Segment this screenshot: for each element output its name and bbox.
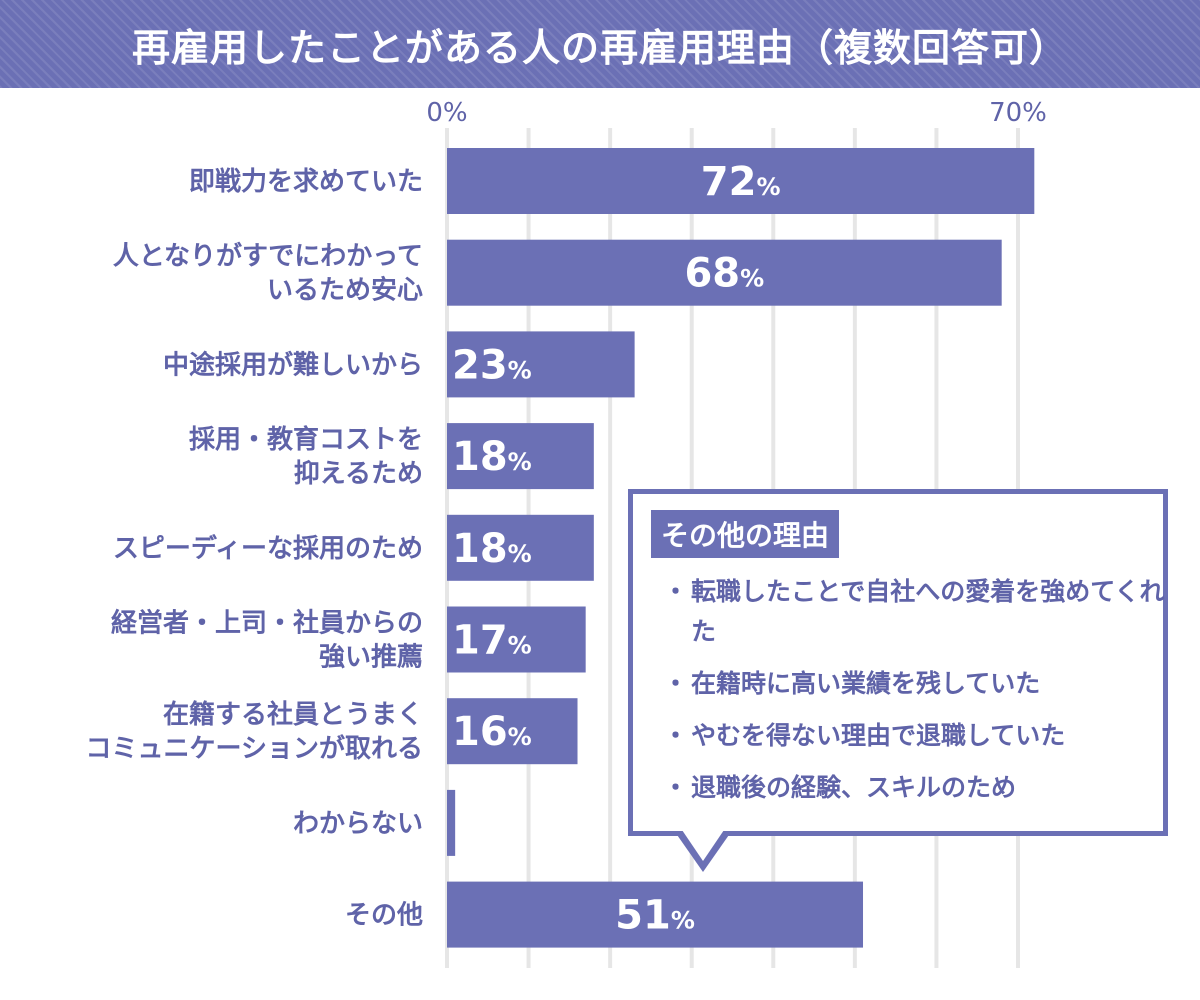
axis-ticks: 0% 70% xyxy=(426,98,1047,128)
callout-item-text: 在籍時に高い業績を残していた xyxy=(691,669,1041,698)
tick-label: 70% xyxy=(989,98,1047,128)
bars: 72% 68% 23% 18% 18% 17% 16% 1% 51% xyxy=(447,148,1035,948)
category-label: 即戦力を求めていた xyxy=(189,167,423,197)
bar xyxy=(447,514,594,581)
bar xyxy=(447,148,1035,214)
category-label: 中途採用が難しいから xyxy=(163,349,423,380)
category-label: 抑えるため xyxy=(294,459,423,489)
data-label: 1% xyxy=(452,801,504,847)
callout-item: ・退職後の経験、スキルのため xyxy=(655,768,1165,808)
data-label: 72% xyxy=(701,159,781,205)
category-label: コミュニケーションが取れる xyxy=(86,733,423,764)
bar xyxy=(447,239,1002,306)
data-label: 18% xyxy=(452,434,532,480)
bar xyxy=(447,789,456,856)
callout-item: ・転職したことで自社への愛着を強めてくれた xyxy=(655,572,1165,652)
bar xyxy=(447,606,586,673)
category-label: スピーディーな採用のため xyxy=(113,533,423,564)
callout-item-text: やむを得ない理由で退職していた xyxy=(691,721,1066,750)
other-reasons-callout: その他の理由 ・転職したことで自社への愛着を強めてくれた・在籍時に高い業績を残し… xyxy=(628,489,1168,836)
callout-item-text: 退職後の経験、スキルのため xyxy=(691,773,1017,802)
callout-list: ・転職したことで自社への愛着を強めてくれた・在籍時に高い業績を残していた・やむを… xyxy=(655,572,1165,820)
category-label: 経営者・上司・社員からの xyxy=(111,608,423,639)
callout-tail-fill xyxy=(682,830,724,861)
bullet-mark: ・ xyxy=(663,577,689,606)
category-label: 強い推薦 xyxy=(319,643,423,673)
category-label: 在籍する社員とうまく xyxy=(163,699,423,730)
chart-title: 再雇用したことがある人の再雇用理由（複数回答可） xyxy=(131,25,1068,70)
bullet-mark: ・ xyxy=(663,773,689,802)
data-label: 68% xyxy=(684,251,764,297)
bar xyxy=(447,331,635,398)
bar xyxy=(447,881,864,948)
category-label: 人となりがすでにわかって xyxy=(113,241,423,272)
bar-chart: 72% 68% 23% 18% 18% 17% 16% 1% 51% 即戦力を求めていた人となり… xyxy=(86,98,1047,968)
bar xyxy=(447,698,578,765)
callout-item-text: 転職したことで自社への愛着を強めてくれた xyxy=(691,577,1165,646)
callout-item: ・やむを得ない理由で退職していた xyxy=(655,716,1165,756)
bullet-mark: ・ xyxy=(663,721,689,750)
callout-heading: その他の理由 xyxy=(651,510,840,558)
data-label: 18% xyxy=(452,526,532,572)
tick-label: 0% xyxy=(426,98,467,128)
category-label: わからない xyxy=(293,809,423,839)
bar xyxy=(447,423,594,490)
data-label: 51% xyxy=(615,893,695,939)
data-label: 23% xyxy=(452,342,532,388)
data-label: 16% xyxy=(452,709,532,755)
category-label: その他 xyxy=(345,901,423,931)
title-bar: 再雇用したことがある人の再雇用理由（複数回答可） xyxy=(0,0,1200,88)
callout-item: ・在籍時に高い業績を残していた xyxy=(655,664,1165,704)
category-labels: 即戦力を求めていた人となりがすでにわかっているため安心中途採用が難しいから採用・… xyxy=(86,167,423,931)
bullet-mark: ・ xyxy=(663,669,689,698)
category-label: 採用・教育コストを xyxy=(189,424,423,455)
category-label: いるため安心 xyxy=(267,276,423,306)
data-label: 17% xyxy=(452,618,532,664)
